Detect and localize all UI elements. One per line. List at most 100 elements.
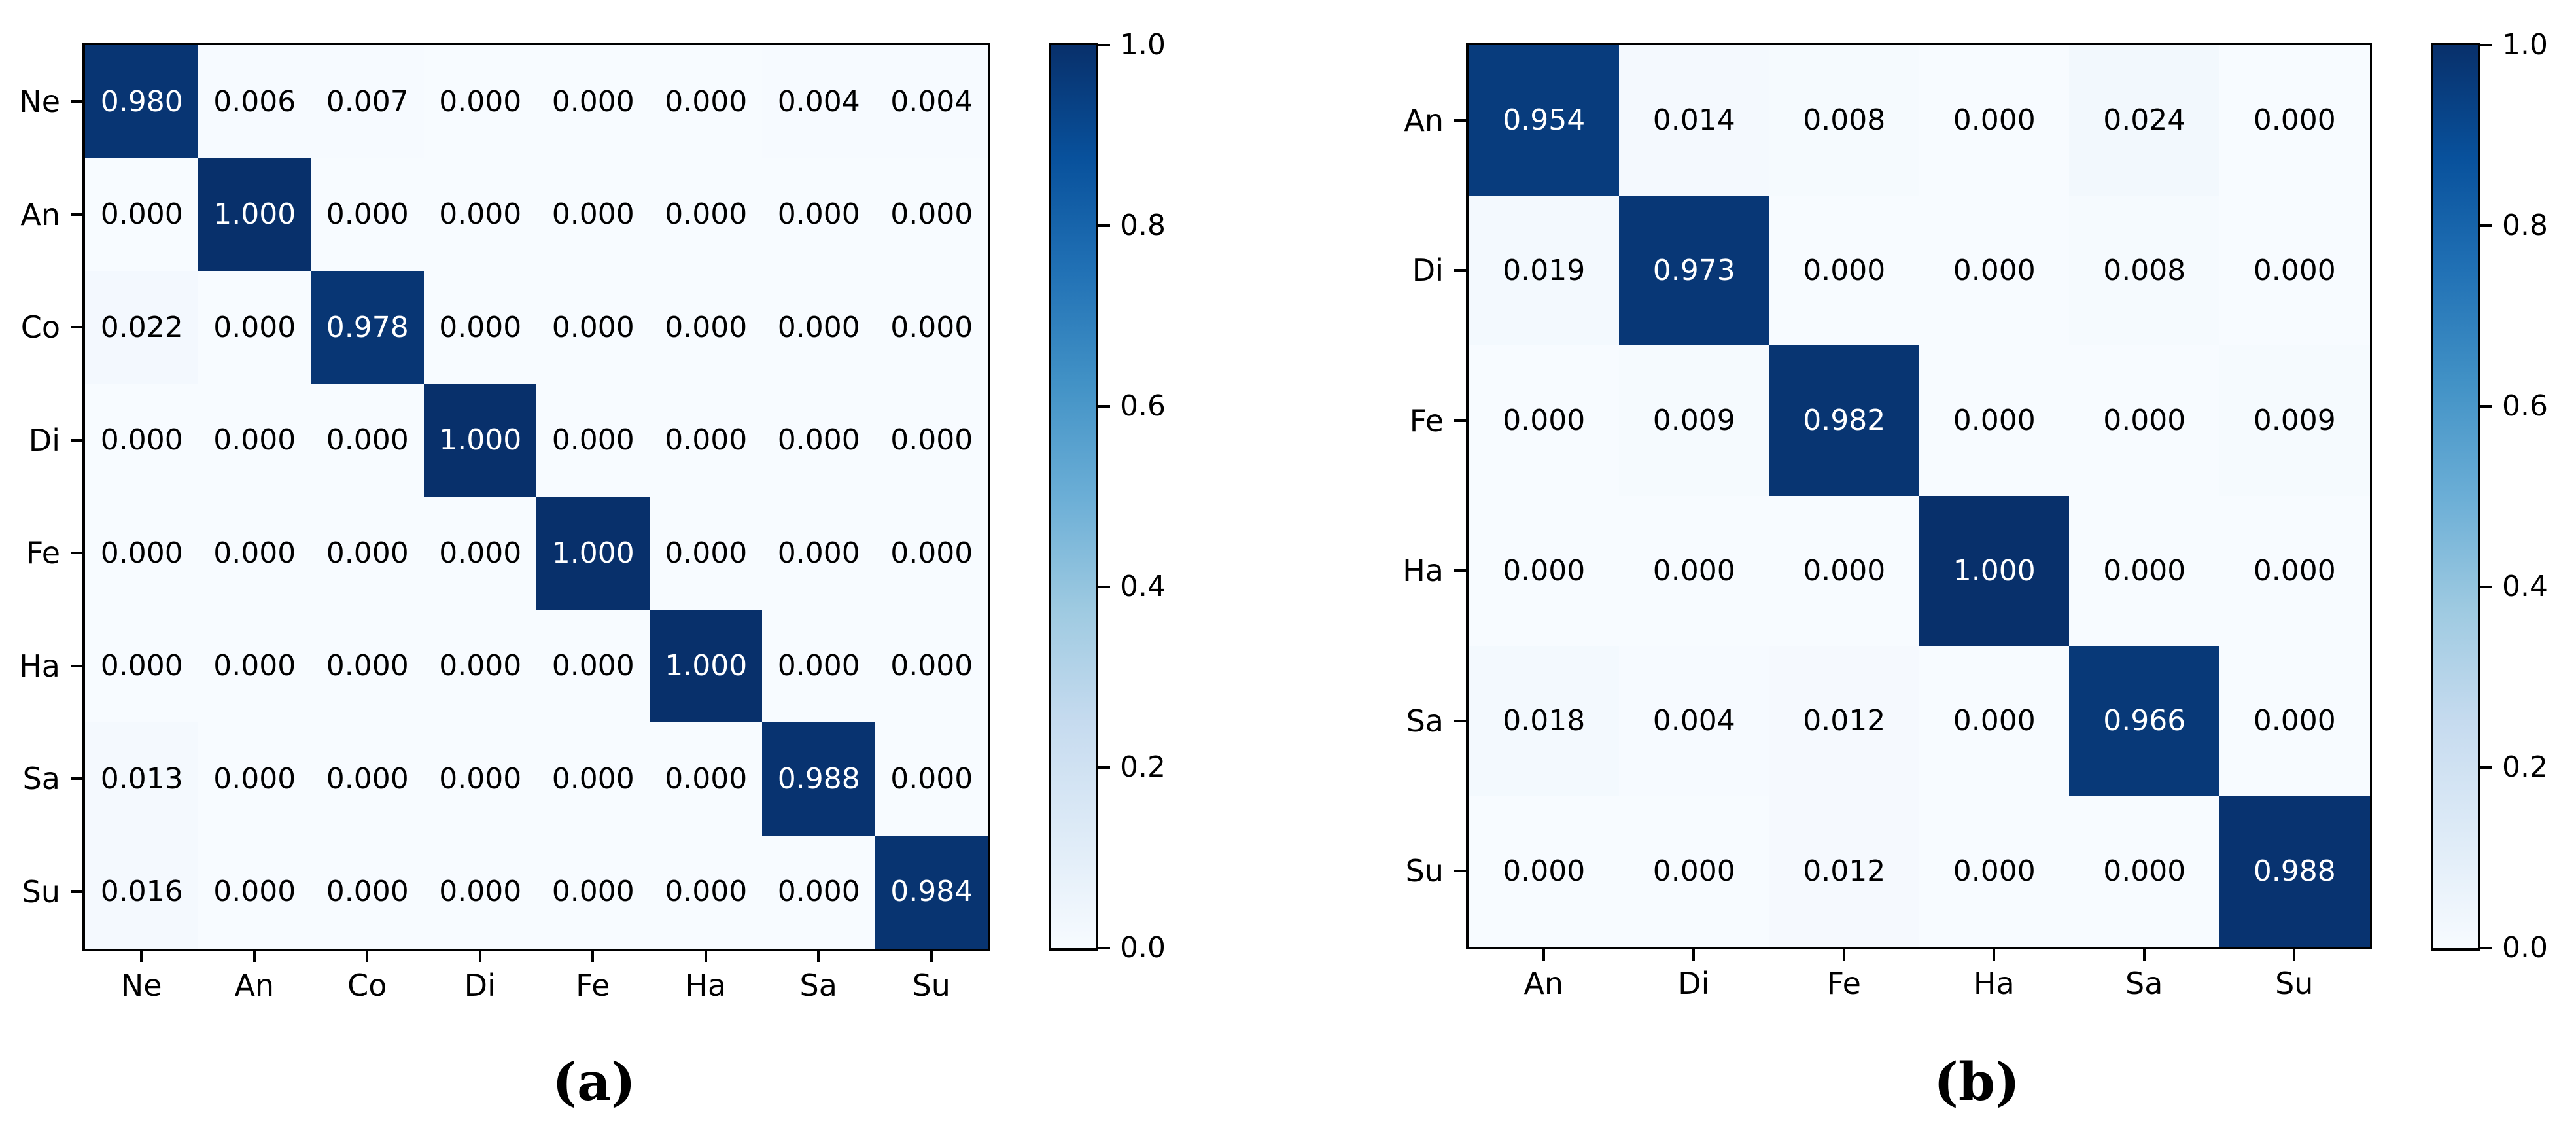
heatmap-cell: 0.000 bbox=[536, 722, 650, 836]
y-axis-tick bbox=[1454, 118, 1466, 122]
heatmap-cell: 0.982 bbox=[1769, 345, 1920, 497]
heatmap-cell: 0.000 bbox=[2069, 796, 2220, 947]
colorbar-tick bbox=[2480, 947, 2492, 949]
y-axis-label: Su bbox=[1405, 853, 1444, 889]
heatmap-cell: 1.000 bbox=[198, 158, 311, 272]
heatmap-cell: 0.014 bbox=[1618, 45, 1769, 196]
colorbar-tick-label: 0.4 bbox=[1120, 570, 1166, 603]
colorbar-tick bbox=[1098, 224, 1110, 227]
y-axis-label: Ne bbox=[19, 84, 60, 120]
heatmap-cell: 0.000 bbox=[1469, 345, 1620, 497]
y-axis-tick bbox=[71, 664, 82, 667]
y-axis-label: Fe bbox=[26, 535, 60, 571]
heatmap-cell: 0.000 bbox=[423, 609, 537, 723]
colorbar bbox=[1049, 43, 1098, 951]
heatmap-cell: 0.000 bbox=[762, 835, 876, 949]
heatmap-cell: 0.973 bbox=[1618, 195, 1769, 346]
heatmap-cell: 0.980 bbox=[85, 45, 199, 159]
heatmap-cell: 0.008 bbox=[2069, 195, 2220, 346]
subfigure-caption-a: (a) bbox=[552, 1051, 636, 1112]
y-axis-tick bbox=[1454, 870, 1466, 873]
y-axis-label: Co bbox=[20, 309, 60, 345]
x-axis-label: Di bbox=[464, 968, 496, 1003]
heatmap-cell: 0.000 bbox=[198, 722, 311, 836]
x-axis-label: Fe bbox=[1826, 966, 1861, 1001]
colorbar-tick bbox=[1098, 405, 1110, 408]
colorbar-tick-label: 0.8 bbox=[1120, 209, 1166, 242]
heatmap-cell: 0.000 bbox=[762, 271, 876, 385]
heatmap-cell: 0.000 bbox=[1919, 345, 2070, 497]
x-axis-tick bbox=[1842, 949, 1845, 961]
y-axis-label: Fe bbox=[1409, 402, 1444, 438]
x-axis-tick bbox=[252, 951, 256, 962]
x-axis-label: Ha bbox=[685, 968, 727, 1003]
heatmap-cell: 0.000 bbox=[85, 158, 199, 272]
heatmap-cell: 0.000 bbox=[198, 609, 311, 723]
colorbar-tick-label: 0.8 bbox=[2502, 209, 2548, 242]
heatmap-cell: 0.988 bbox=[2219, 796, 2370, 947]
heatmap-cell: 0.000 bbox=[423, 722, 537, 836]
heatmap-cell: 0.007 bbox=[311, 45, 425, 159]
colorbar-tick-label: 1.0 bbox=[1120, 28, 1166, 62]
y-axis-tick bbox=[71, 552, 82, 555]
heatmap-cell: 0.000 bbox=[536, 835, 650, 949]
x-axis-tick bbox=[2142, 949, 2146, 961]
heatmap-cell: 0.000 bbox=[1469, 495, 1620, 646]
x-axis-tick bbox=[704, 951, 707, 962]
heatmap-cell: 1.000 bbox=[536, 497, 650, 610]
y-axis-label: Di bbox=[28, 422, 60, 458]
heatmap-cell: 0.000 bbox=[536, 271, 650, 385]
heatmap-cell: 0.000 bbox=[2069, 495, 2220, 646]
x-axis-label: Co bbox=[347, 968, 387, 1003]
heatmap-cell: 0.000 bbox=[875, 497, 988, 610]
heatmap-cell: 0.000 bbox=[536, 383, 650, 497]
colorbar-tick-label: 0.4 bbox=[2502, 570, 2548, 603]
heatmap-cell: 0.000 bbox=[2219, 646, 2370, 797]
y-axis-tick bbox=[1454, 569, 1466, 573]
x-axis-label: Sa bbox=[799, 968, 837, 1003]
heatmap-cell: 0.000 bbox=[2219, 195, 2370, 346]
heatmap-cell: 0.000 bbox=[1919, 195, 2070, 346]
y-axis-tick bbox=[1454, 269, 1466, 272]
heatmap-cell: 0.016 bbox=[85, 835, 199, 949]
x-axis-label: Fe bbox=[576, 968, 610, 1003]
x-axis-label: Ha bbox=[1973, 966, 2015, 1001]
colorbar-tick-label: 0.2 bbox=[2502, 750, 2548, 784]
heatmap-cell: 0.000 bbox=[1919, 796, 2070, 947]
y-axis-label: Di bbox=[1412, 253, 1444, 289]
x-axis-tick bbox=[930, 951, 933, 962]
heatmap-cell: 0.000 bbox=[311, 383, 425, 497]
heatmap-cell: 1.000 bbox=[1919, 495, 2070, 646]
heatmap-cell: 0.984 bbox=[875, 835, 988, 949]
heatmap-cell: 0.000 bbox=[1769, 495, 1920, 646]
heatmap-cell: 0.004 bbox=[1618, 646, 1769, 797]
colorbar-tick bbox=[2480, 405, 2492, 408]
heatmap-cell: 0.000 bbox=[536, 158, 650, 272]
heatmap-cell: 0.024 bbox=[2069, 45, 2220, 196]
colorbar-tick-label: 0.0 bbox=[2502, 931, 2548, 964]
heatmap-cell: 0.000 bbox=[649, 45, 763, 159]
heatmap-cell: 0.004 bbox=[875, 45, 988, 159]
heatmap-cell: 0.000 bbox=[311, 722, 425, 836]
colorbar-tick bbox=[1098, 44, 1110, 46]
colorbar-tick bbox=[2480, 586, 2492, 588]
heatmap-cell: 0.000 bbox=[536, 609, 650, 723]
heatmap-cell: 0.978 bbox=[311, 271, 425, 385]
heatmap-cell: 0.000 bbox=[762, 497, 876, 610]
colorbar-tick bbox=[1098, 947, 1110, 949]
heatmap-cell: 0.000 bbox=[762, 383, 876, 497]
x-axis-label: An bbox=[234, 968, 275, 1003]
x-axis-tick bbox=[817, 951, 820, 962]
heatmap-cell: 0.000 bbox=[85, 497, 199, 610]
heatmap-cell: 0.004 bbox=[762, 45, 876, 159]
x-axis-label: Ne bbox=[120, 968, 162, 1003]
heatmap-cell: 0.000 bbox=[423, 497, 537, 610]
heatmap-cell: 0.000 bbox=[649, 722, 763, 836]
heatmap-cell: 0.000 bbox=[198, 271, 311, 385]
x-axis-label: Su bbox=[2275, 966, 2314, 1001]
heatmap-cell: 0.009 bbox=[2219, 345, 2370, 497]
heatmap-cell: 0.000 bbox=[423, 45, 537, 159]
colorbar-tick bbox=[2480, 44, 2492, 46]
